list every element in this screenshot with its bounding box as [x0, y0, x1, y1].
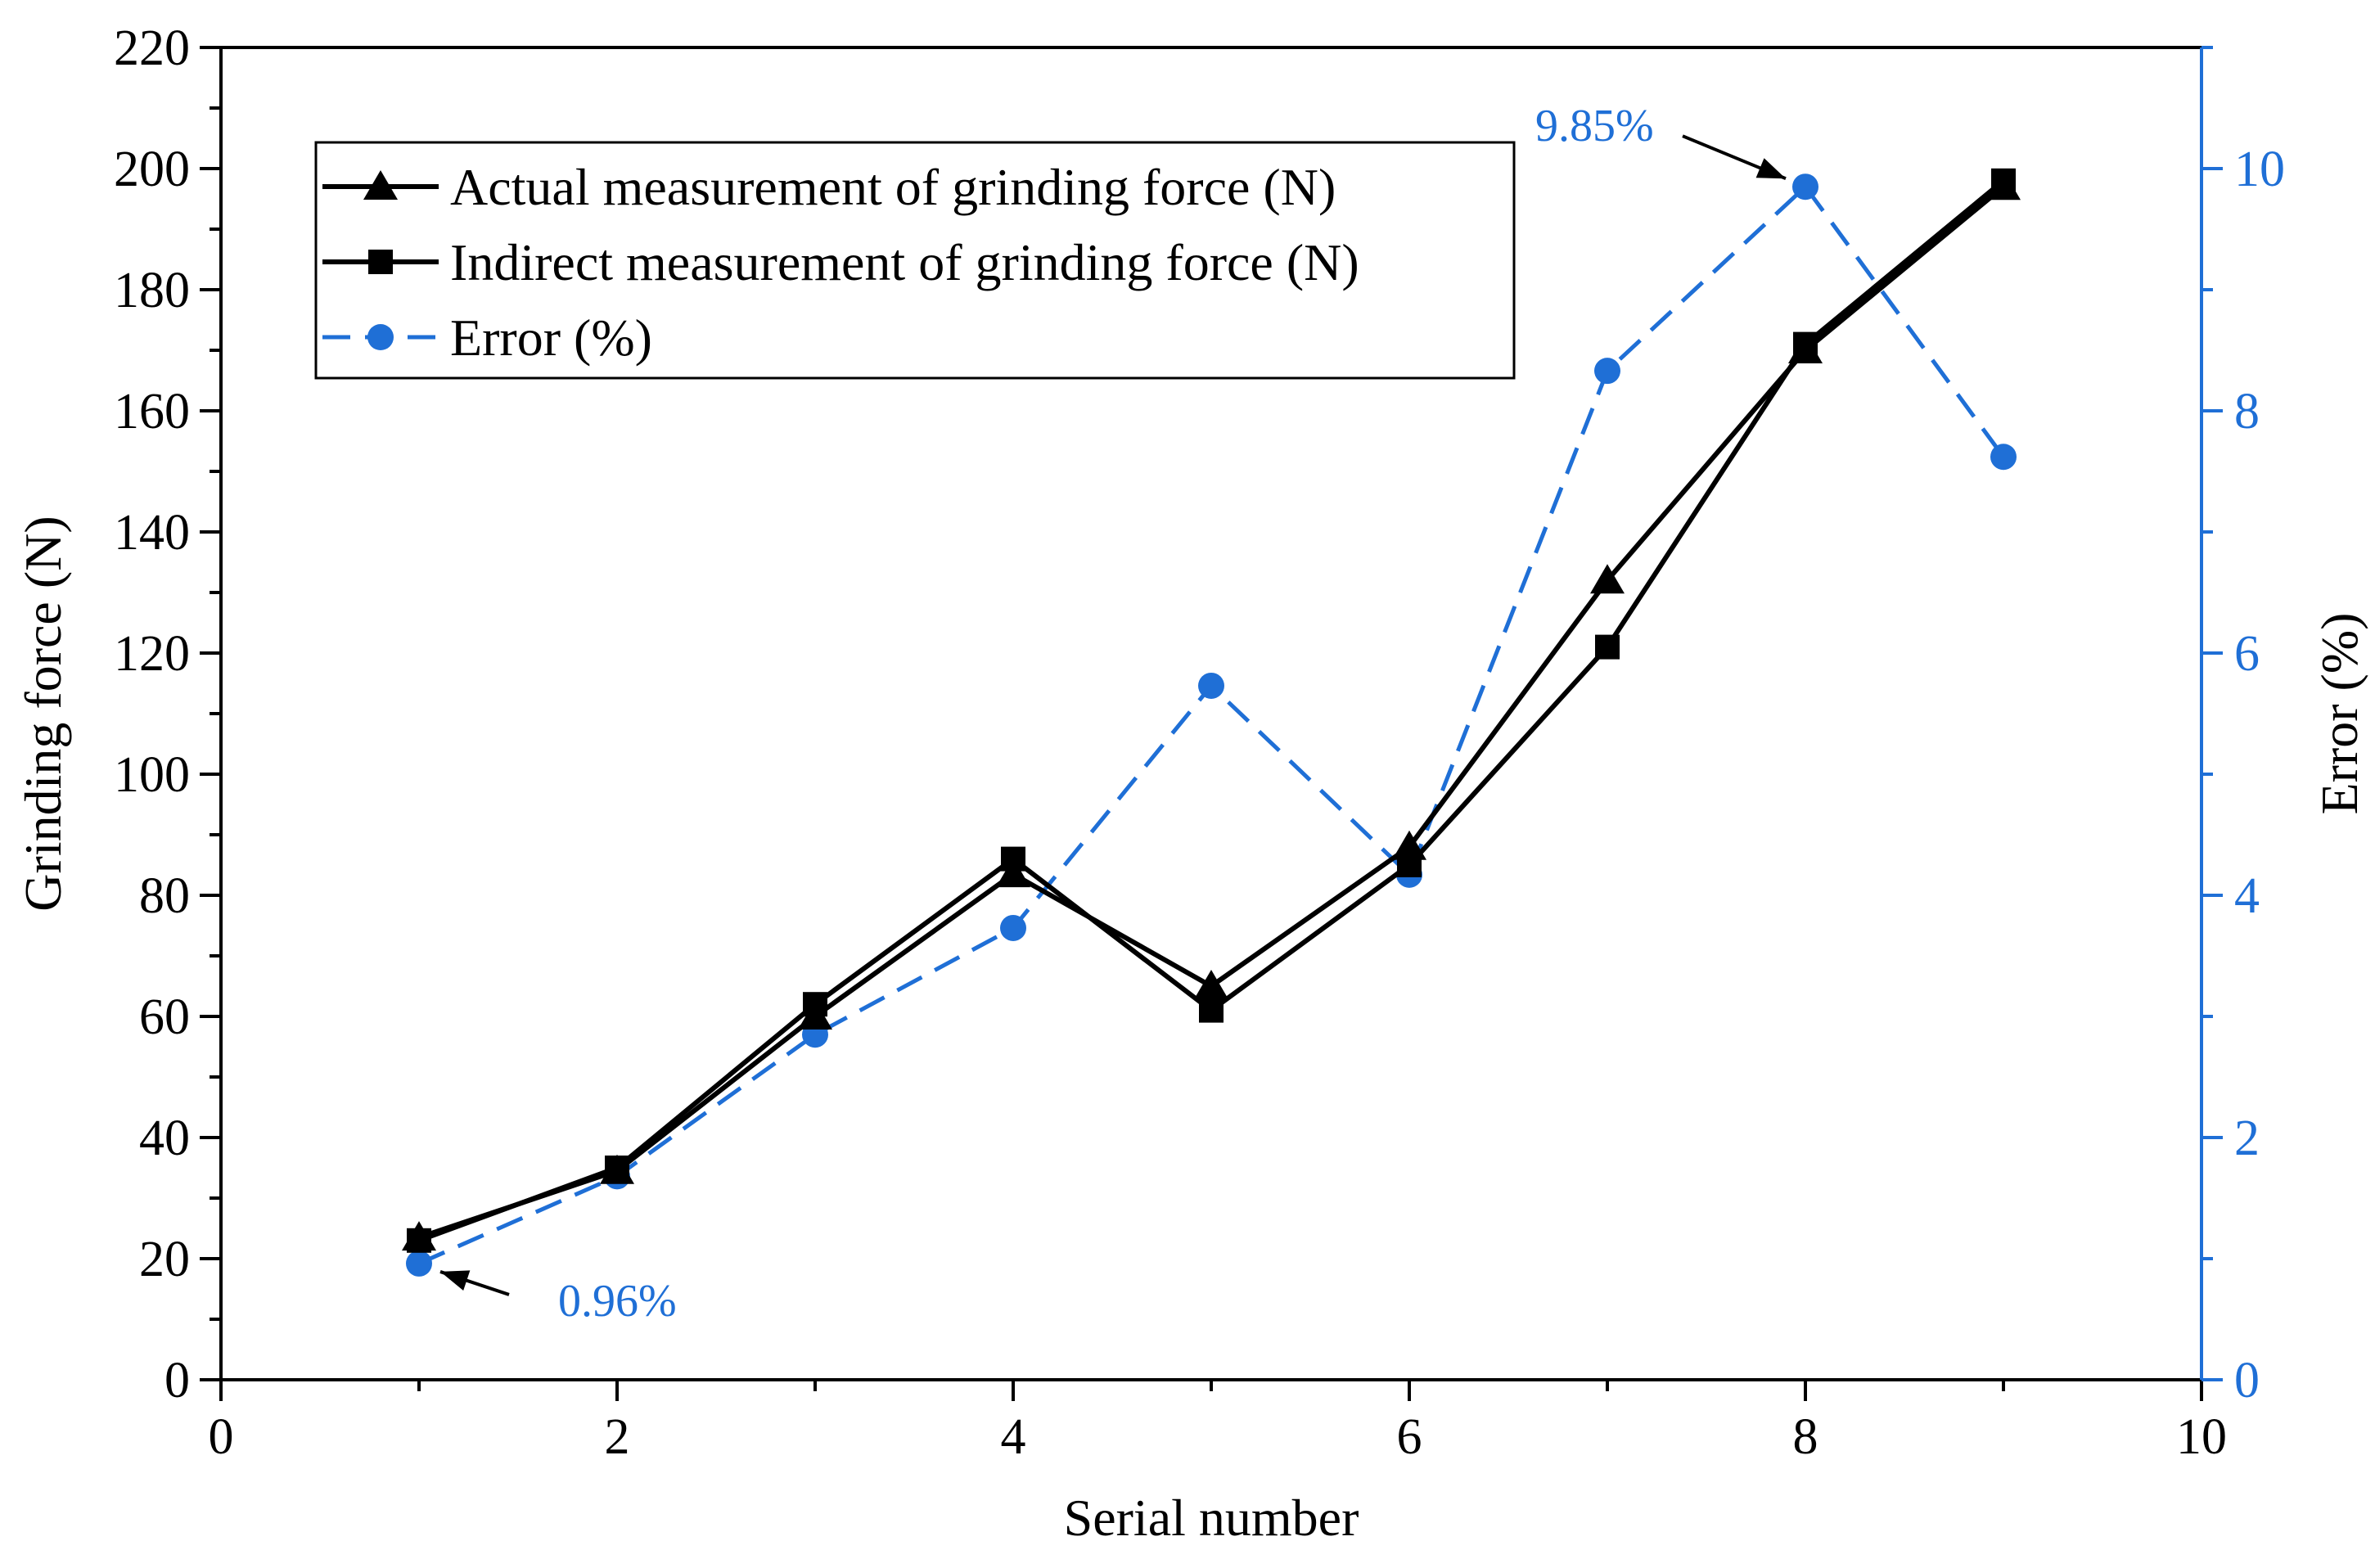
data-point-indirect: [1199, 998, 1224, 1023]
legend-label-actual: Actual measurement of grinding force (N): [450, 158, 1336, 216]
data-point-error: [1990, 444, 2017, 471]
x-tick-label: 10: [2176, 1409, 2227, 1465]
annotation-arrow-head: [440, 1270, 471, 1291]
series-layer: [402, 168, 2021, 1277]
data-point-error: [1198, 672, 1224, 699]
y2-tick-label: 10: [2234, 142, 2285, 197]
legend-marker-actual: [363, 170, 398, 200]
legend-marker-error: [367, 324, 394, 350]
y2-tick-label: 8: [2234, 384, 2260, 439]
y-tick-label: 220: [114, 20, 190, 76]
y-tick-label: 20: [139, 1232, 190, 1287]
y-tick-label: 160: [114, 384, 190, 439]
annotation-arrow-low: [439, 1270, 510, 1296]
data-point-indirect: [1595, 634, 1620, 660]
x-tick-label: 4: [1001, 1409, 1026, 1465]
legend-box: [314, 141, 1516, 380]
y-tick-label: 60: [139, 989, 190, 1045]
legend-label-error: Error (%): [450, 309, 652, 367]
data-point-actual: [1392, 830, 1426, 860]
data-point-actual: [798, 1000, 832, 1030]
y2-tick-label: 4: [2234, 868, 2260, 924]
data-point-error: [1792, 173, 1818, 201]
x-tick-label: 2: [605, 1409, 630, 1465]
x-tick-label: 6: [1397, 1409, 1422, 1465]
y-tick-label: 0: [164, 1353, 190, 1408]
data-point-actual: [996, 858, 1030, 888]
axes: 0 2 4 6 8 10020406080100120140160180200220024…: [14, 20, 2368, 1547]
data-point-actual: [1590, 564, 1625, 594]
annotation-arrow-head: [1755, 158, 1786, 179]
legend: Actual measurement of grinding force (N)…: [314, 141, 1516, 380]
y-tick-label: 120: [114, 626, 190, 682]
y-tick-label: 200: [114, 142, 190, 197]
y-tick-label: 80: [139, 868, 190, 924]
y-axis-title: Grinding force (N): [14, 516, 72, 911]
data-point-actual: [402, 1221, 436, 1251]
data-point-error: [1000, 914, 1026, 941]
y2-tick-label: 6: [2234, 626, 2260, 682]
y2-tick-label: 0: [2234, 1353, 2260, 1408]
annotations: 0.96% 9.85%: [439, 101, 1787, 1327]
annotation-label-high: 9.85%: [1535, 101, 1654, 151]
annotation-arrow-high: [1682, 134, 1787, 181]
data-point-actual: [1986, 170, 2021, 201]
data-point-error: [1594, 358, 1620, 385]
data-point-actual: [1788, 334, 1823, 363]
data-point-error: [406, 1250, 432, 1277]
x-tick-label: 0: [209, 1409, 234, 1465]
x-axis-title: Serial number: [1064, 1489, 1359, 1547]
y2-axis-title: Error (%): [2310, 613, 2368, 815]
x-tick-label: 8: [1793, 1409, 1818, 1465]
y-tick-label: 180: [114, 263, 190, 318]
y-tick-label: 40: [139, 1111, 190, 1166]
y2-tick-label: 2: [2234, 1111, 2260, 1166]
y-tick-label: 100: [114, 747, 190, 803]
y-tick-label: 140: [114, 505, 190, 561]
annotation-label-low: 0.96%: [558, 1276, 677, 1327]
data-point-actual: [600, 1154, 634, 1184]
legend-label-indirect: Indirect measurement of grinding force (…: [450, 233, 1359, 291]
legend-marker-indirect: [368, 250, 393, 274]
data-point-actual: [1194, 970, 1228, 999]
